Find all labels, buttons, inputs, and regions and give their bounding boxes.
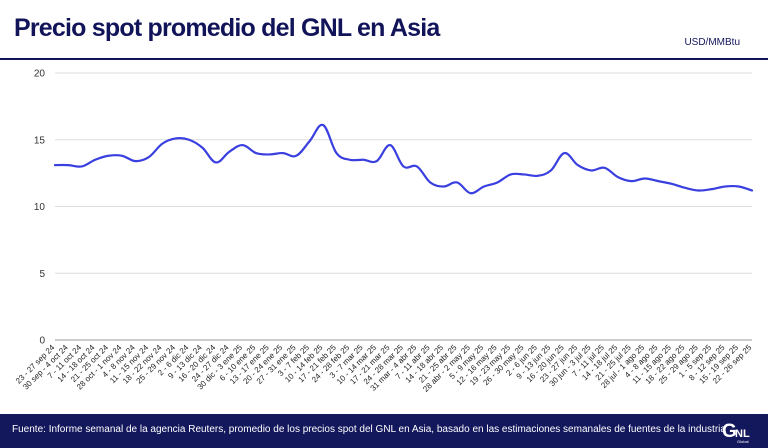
series-line <box>53 123 754 195</box>
unit-label: USD/MMBtu <box>684 37 740 48</box>
svg-text:Global: Global <box>737 439 749 444</box>
page-title: Precio spot promedio del GNL en Asia <box>14 14 440 42</box>
header-divider <box>0 58 768 60</box>
gnl-global-logo: G NL Global <box>722 421 750 444</box>
y-tick-label: 10 <box>34 202 46 213</box>
y-tick-label: 0 <box>39 336 45 347</box>
y-tick-label: 20 <box>34 69 46 80</box>
y-tick-label: 15 <box>34 135 46 146</box>
footer-bar: Fuente: Informe semanal de la agencia Re… <box>0 414 768 448</box>
y-axis-ticks: 0 5 10 15 20 <box>34 69 46 347</box>
svg-text:G: G <box>722 421 737 442</box>
y-tick-label: 5 <box>39 269 45 280</box>
chart-grid <box>55 72 752 341</box>
svg-text:NL: NL <box>735 428 750 440</box>
source-note: Fuente: Informe semanal de la agencia Re… <box>12 424 726 435</box>
